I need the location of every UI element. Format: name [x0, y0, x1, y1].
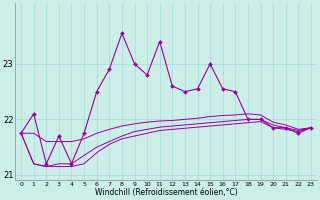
- X-axis label: Windchill (Refroidissement éolien,°C): Windchill (Refroidissement éolien,°C): [95, 188, 237, 197]
